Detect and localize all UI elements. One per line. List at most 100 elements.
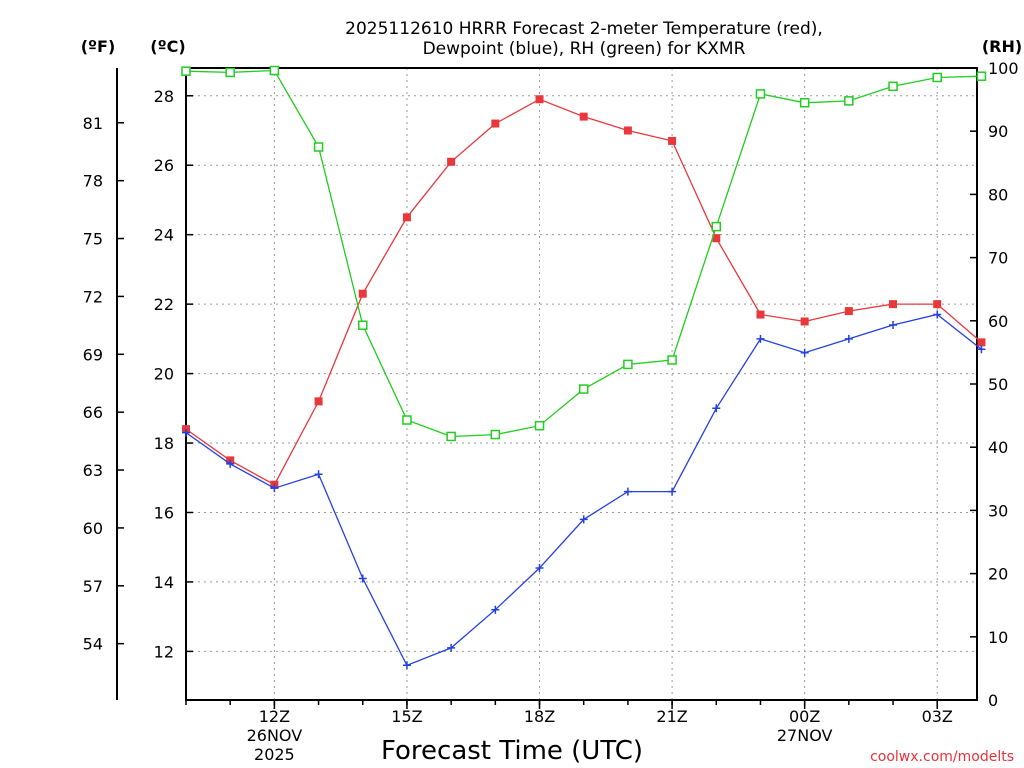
rh-tick-label-10: 10 (988, 628, 1008, 647)
temperature-point-22 (712, 234, 721, 243)
rh-line (185, 69, 982, 438)
temperature-point-16 (447, 157, 456, 166)
celsius-tick-label-12: 12 (154, 642, 174, 661)
celsius-tick-label-18: 18 (154, 434, 174, 453)
temperature-point-27 (933, 300, 942, 309)
temperature-point-24 (800, 317, 809, 326)
x-tick-label-21Z: 21Z (656, 707, 687, 726)
x-tick-label-12Z: 12Z (259, 707, 290, 726)
dewpoint-point-13 (314, 470, 323, 479)
rh-point-21 (667, 355, 677, 365)
rh-point-20 (623, 359, 633, 370)
dewpoint-point-12 (270, 484, 279, 493)
temperature-series (182, 95, 986, 489)
dewpoint-point-28 (977, 345, 986, 354)
axes: 54 57 60 63 66 69 72 75 78 81 12 14 16 18 20 22 24 26 28 0 1… (83, 59, 1019, 764)
temperature-point-25 (844, 307, 853, 316)
temperature-line (185, 98, 982, 486)
dewpoint-point-24 (800, 348, 809, 357)
plot-frame (185, 67, 978, 701)
fahrenheit-tick-label-66: 66 (83, 403, 103, 422)
rh-point-15 (402, 415, 412, 425)
dewpoint-point-11 (226, 459, 235, 468)
rh-series (181, 65, 987, 442)
rh-point-25 (844, 96, 854, 106)
celsius-tick-label-14: 14 (154, 573, 174, 592)
fahrenheit-tick-label-54: 54 (83, 635, 103, 654)
dewpoint-point-17 (491, 605, 500, 614)
x-tick-label-15Z: 15Z (391, 707, 422, 726)
dewpoint-point-23 (756, 334, 765, 343)
rh-point-26 (888, 81, 898, 92)
celsius-tick-label-20: 20 (154, 365, 174, 384)
rh-tick-label-70: 70 (988, 249, 1008, 268)
temperature-point-15 (402, 213, 411, 222)
rh-tick-label-30: 30 (988, 501, 1008, 520)
temperature-point-21 (668, 136, 677, 145)
rh-point-17 (490, 429, 501, 440)
dewpoint-point-20 (623, 487, 632, 496)
fahrenheit-tick-label-81: 81 (83, 114, 103, 133)
dewpoint-point-19 (579, 515, 588, 524)
rh-tick-label-40: 40 (988, 438, 1008, 457)
x-year-label-2025: 2025 (254, 745, 295, 764)
dewpoint-point-18 (535, 564, 544, 573)
rh-tick-label-60: 60 (988, 312, 1008, 331)
rh-point-16 (446, 431, 456, 442)
dewpoint-point-14 (358, 574, 367, 583)
rh-tick-label-20: 20 (988, 565, 1008, 584)
rh-tick-label-100: 100 (988, 59, 1019, 78)
grid-lines (186, 68, 977, 700)
celsius-unit-label: (ºC) (150, 37, 185, 56)
rh-unit-label: (RH) (982, 37, 1022, 56)
celsius-tick-label-16: 16 (154, 503, 174, 522)
x-tick-label-18Z: 18Z (524, 707, 555, 726)
rh-point-13 (313, 142, 324, 152)
dewpoint-series (182, 310, 986, 670)
fahrenheit-tick-label-63: 63 (83, 461, 103, 480)
dewpoint-point-10 (182, 428, 190, 437)
chart-title-line-2: Dewpoint (blue), RH (green) for KXMR (423, 39, 746, 59)
chart-title-line-1: 2025112610 HRRR Forecast 2-meter Tempera… (345, 19, 823, 39)
temperature-point-14 (358, 289, 367, 298)
celsius-tick-label-26: 26 (154, 156, 174, 175)
rh-point-27 (932, 72, 942, 83)
celsius-tick-label-28: 28 (154, 87, 174, 106)
temperature-point-28 (977, 338, 986, 347)
dewpoint-point-15 (402, 661, 411, 670)
dewpoint-point-27 (933, 310, 942, 319)
fahrenheit-tick-label-57: 57 (83, 577, 103, 596)
temperature-point-20 (623, 126, 632, 135)
dewpoint-point-25 (844, 334, 853, 343)
dewpoint-line (185, 313, 982, 667)
temperature-point-26 (889, 300, 898, 309)
rh-tick-label-0: 0 (988, 691, 998, 710)
x-date-label-26NOV: 26NOV (247, 726, 303, 745)
temperature-point-13 (314, 397, 323, 406)
rh-point-19 (578, 384, 589, 394)
dewpoint-point-21 (668, 487, 677, 496)
celsius-tick-label-24: 24 (154, 226, 174, 245)
temperature-point-19 (579, 112, 588, 121)
dewpoint-point-16 (447, 643, 456, 652)
rh-tick-label-90: 90 (988, 122, 1008, 141)
dewpoint-point-26 (889, 320, 898, 329)
x-tick-label-00Z: 00Z (789, 707, 820, 726)
fahrenheit-tick-label-75: 75 (83, 230, 103, 249)
rh-point-28 (976, 71, 987, 81)
rh-point-22 (711, 221, 722, 232)
rh-tick-label-50: 50 (988, 375, 1008, 394)
temperature-point-18 (535, 95, 544, 104)
rh-tick-label-80: 80 (988, 185, 1008, 204)
rh-point-18 (534, 420, 545, 431)
rh-point-24 (799, 98, 810, 108)
rh-point-10 (181, 66, 191, 76)
fahrenheit-tick-label-69: 69 (83, 345, 103, 364)
celsius-tick-label-22: 22 (154, 295, 174, 314)
temperature-point-17 (491, 119, 500, 128)
temperature-point-23 (756, 310, 765, 319)
fahrenheit-tick-label-60: 60 (83, 519, 103, 538)
rh-point-11 (225, 67, 235, 78)
credit-text: coolwx.com/modelts (870, 749, 1014, 765)
